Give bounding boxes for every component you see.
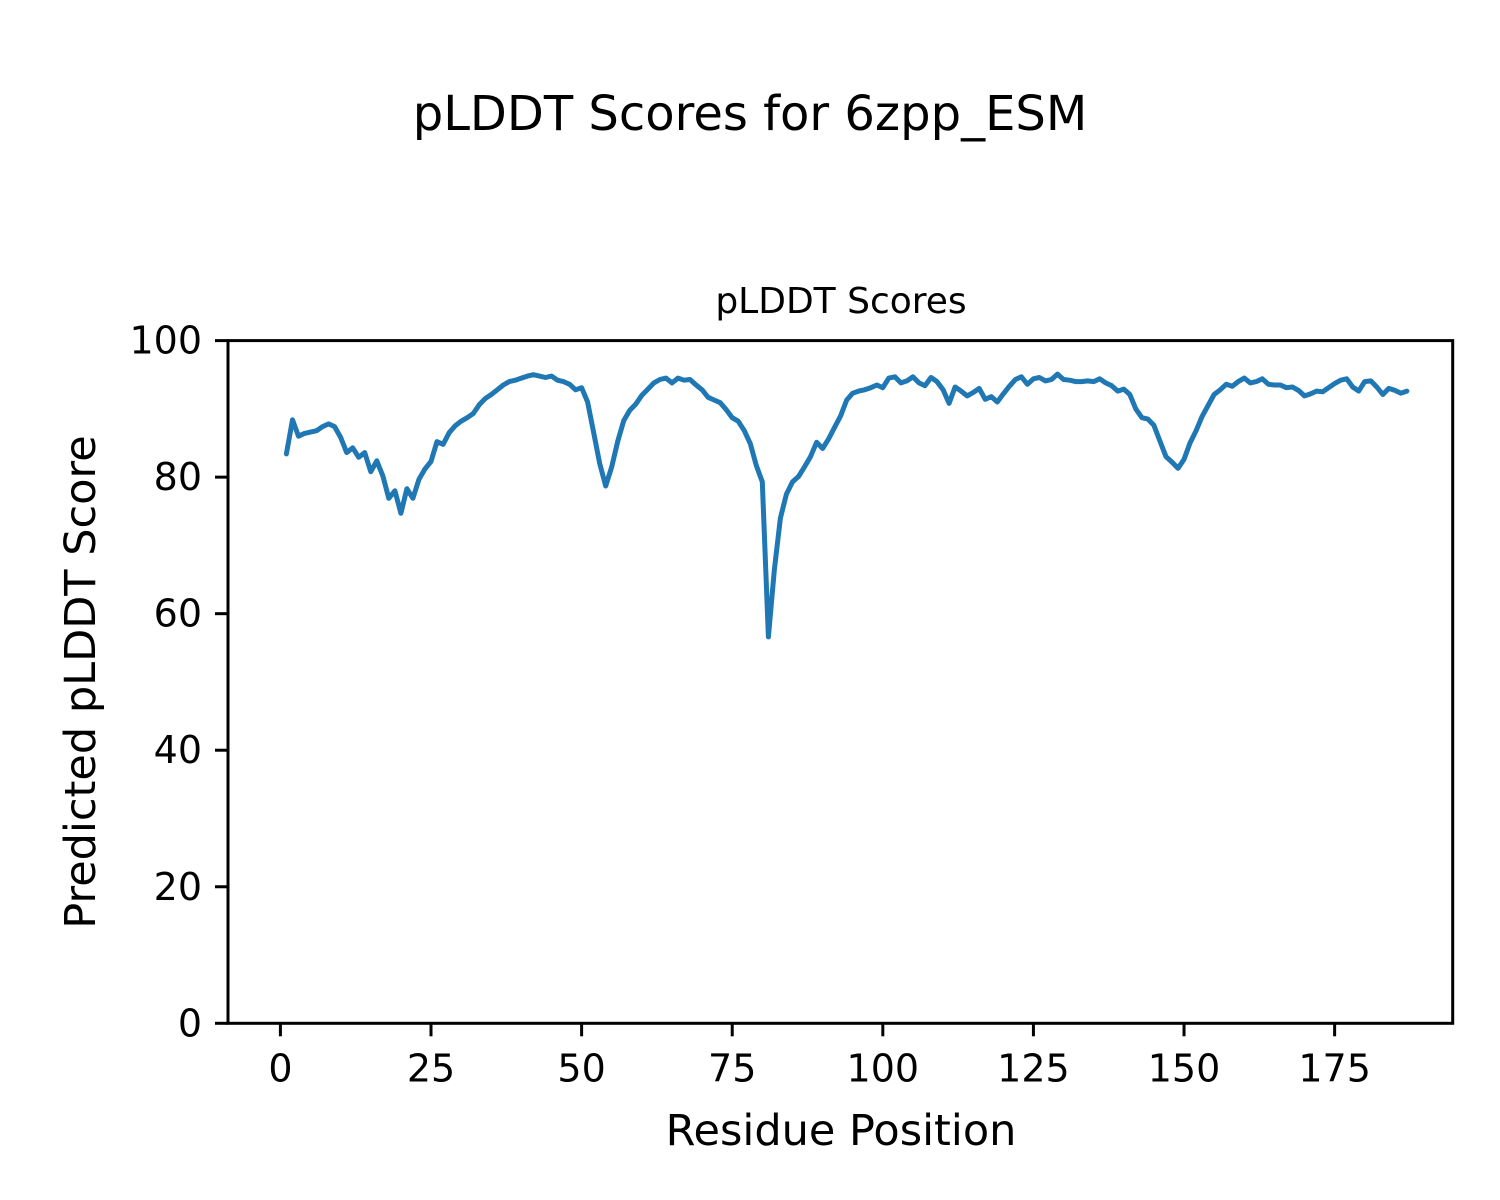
x-tick-label: 0 <box>268 1046 292 1090</box>
x-tick-label: 100 <box>847 1046 920 1090</box>
y-tick-label: 100 <box>129 319 202 363</box>
y-tick-label: 60 <box>154 592 202 636</box>
y-tick-label: 80 <box>154 455 202 499</box>
y-tick-label: 40 <box>154 728 202 772</box>
figure-suptitle: pLDDT Scores for 6zpp_ESM <box>412 86 1088 142</box>
x-tick-label: 25 <box>407 1046 455 1090</box>
x-tick-label: 75 <box>708 1046 756 1090</box>
x-tick-label: 150 <box>1148 1046 1221 1090</box>
axes-spines <box>226 339 1455 1025</box>
x-tick-label: 175 <box>1298 1046 1371 1090</box>
plddt-line-series <box>283 371 1410 640</box>
x-axis-label: Residue Position <box>665 1106 1017 1156</box>
x-tick-label: 125 <box>997 1046 1070 1090</box>
axes-title: pLDDT Scores <box>715 281 967 322</box>
x-tick-label: 50 <box>557 1046 605 1090</box>
y-tick-label: 0 <box>178 1001 202 1045</box>
y-tick-label: 20 <box>154 865 202 909</box>
